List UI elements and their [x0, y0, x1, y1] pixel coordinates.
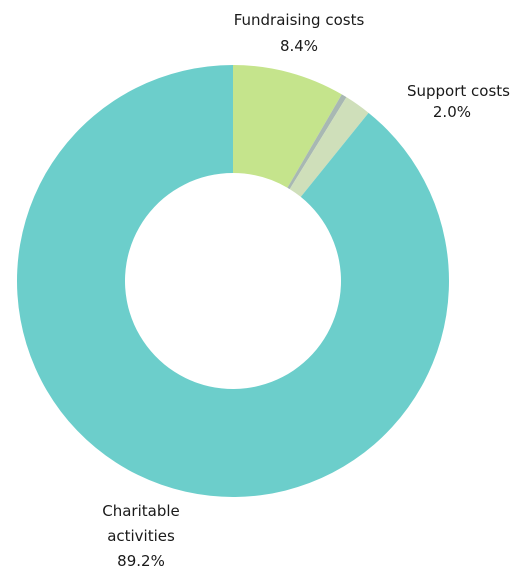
label-fundraising-costs-name: Fundraising costs [234, 11, 365, 29]
slice-charitable-activities-3 [16, 65, 449, 497]
label-charitable-activities-line1: Charitable [102, 502, 180, 520]
label-charitable-activities-value: 89.2% [117, 552, 165, 570]
label-support-costs-value: 2.0% [433, 103, 471, 121]
donut-slices [16, 65, 449, 497]
label-fundraising-costs: Fundraising costs 8.4% [234, 11, 365, 55]
label-charitable-activities: Charitable activities 89.2% [102, 502, 180, 570]
slice-support-costs-2 [289, 97, 369, 197]
label-support-costs: Support costs 2.0% [407, 82, 510, 121]
label-charitable-activities-line2: activities [107, 527, 175, 545]
label-support-costs-name: Support costs [407, 82, 510, 100]
slice-other-1 [287, 94, 347, 190]
label-fundraising-costs-value: 8.4% [280, 37, 318, 55]
slice-fundraising-costs-0 [233, 65, 342, 188]
